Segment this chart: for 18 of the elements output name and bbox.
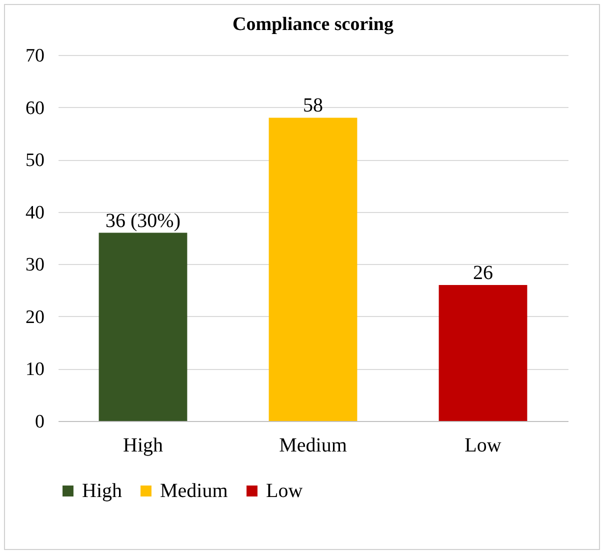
x-tick-label: Medium — [279, 434, 348, 456]
y-tick-label: 60 — [26, 98, 44, 119]
x-tick-label: Low — [464, 434, 502, 456]
legend-label: Low — [266, 480, 304, 502]
legend-label: Medium — [160, 480, 228, 502]
y-tick-label: 20 — [26, 306, 44, 328]
data-label: 36 (30%) — [106, 210, 180, 232]
legend-label: High — [82, 480, 122, 502]
x-tick-label: High — [123, 434, 163, 456]
y-tick-label: 50 — [26, 150, 44, 172]
data-label: 26 — [473, 262, 493, 284]
y-tick-label: 30 — [26, 254, 44, 276]
y-tick-label: 70 — [26, 46, 44, 66]
data-label: 58 — [303, 94, 323, 117]
y-tick-label: 0 — [35, 412, 44, 432]
chart-title: Compliance scoring — [232, 14, 394, 35]
y-tick-label: 40 — [26, 202, 44, 224]
y-tick-label: 10 — [26, 359, 44, 380]
